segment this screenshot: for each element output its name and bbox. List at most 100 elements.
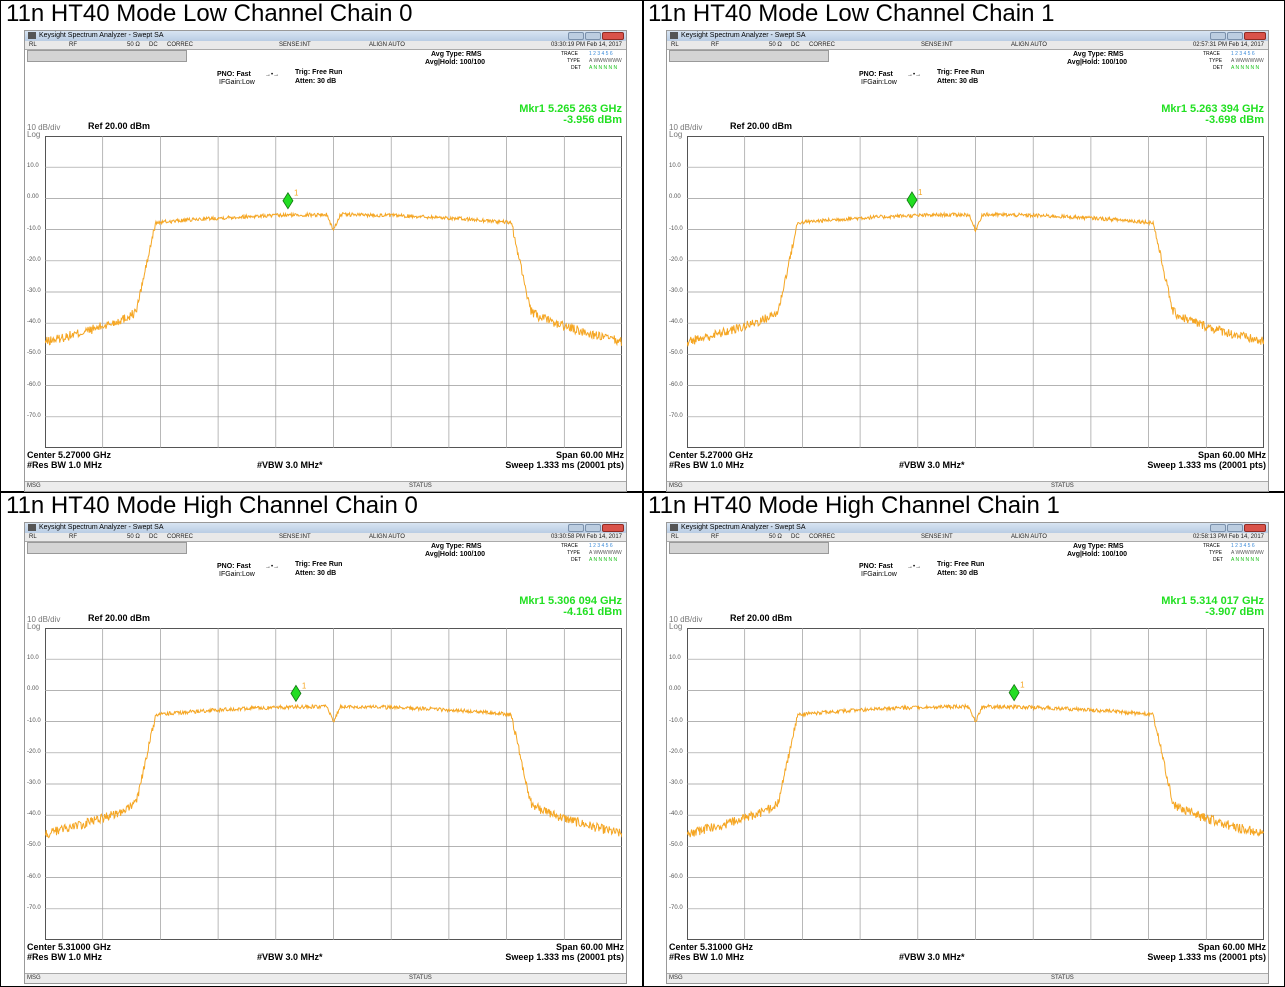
settings-status-row: RL RF 50 Ω DC CORREC SENSE:INT ALIGN AUTO 03:30…: [25, 533, 626, 542]
spectrum-trace: [687, 703, 1264, 838]
status-correc: CORREC: [167, 534, 194, 540]
marker-diamond-icon[interactable]: [1008, 683, 1020, 702]
status-label: STATUS: [1051, 975, 1074, 981]
y-tick-label: -40.0: [27, 811, 41, 818]
avg-hold: Avg|Hold: 100/100: [425, 59, 486, 66]
close-button[interactable]: [1244, 524, 1266, 532]
status-label: STATUS: [409, 483, 432, 489]
y-tick-label: -10.0: [27, 717, 41, 724]
maximize-button[interactable]: [1227, 32, 1243, 40]
y-tick-label: 0.00: [27, 194, 39, 201]
maximize-button[interactable]: [585, 32, 601, 40]
ifgain-setting: IFGain:Low: [861, 571, 897, 578]
message-field: [669, 542, 829, 554]
y-tick-label: -60.0: [27, 873, 41, 880]
status-correc: CORREC: [809, 534, 836, 540]
center-frequency: Center 5.31000 GHz: [669, 942, 754, 952]
app-icon: [670, 524, 678, 531]
y-tick-label: -30.0: [27, 288, 41, 294]
avg-hold: Avg|Hold: 100/100: [425, 551, 486, 558]
window-titlebar: Keysight Spectrum Analyzer - Swept SA: [25, 523, 626, 533]
minimize-button[interactable]: [1210, 524, 1226, 532]
maximize-button[interactable]: [1227, 524, 1243, 532]
video-bandwidth: #VBW 3.0 MHz*: [899, 952, 965, 962]
trigger-setting: Trig: Free Run: [295, 561, 343, 568]
sweep-time: Sweep 1.333 ms (20001 pts): [1147, 952, 1266, 962]
plot-svg: 1: [45, 628, 622, 940]
det-label: DET: [571, 65, 581, 71]
y-tick-label: -50.0: [669, 350, 683, 357]
det-label: DET: [1213, 557, 1223, 563]
y-tick-label: -10.0: [27, 225, 41, 232]
panel-title: 11n HT40 Mode High Channel Chain 1: [648, 492, 1060, 519]
panel-title: 11n HT40 Mode High Channel Chain 0: [6, 492, 418, 519]
attenuation-setting: Atten: 30 dB: [937, 78, 979, 85]
status-align: ALIGN AUTO: [369, 42, 405, 48]
window-titlebar: Keysight Spectrum Analyzer - Swept SA: [25, 31, 626, 41]
y-tick-label: -20.0: [27, 748, 41, 755]
center-frequency: Center 5.27000 GHz: [669, 450, 754, 460]
det-label: DET: [571, 557, 581, 563]
avg-type: Avg Type: RMS: [431, 51, 482, 58]
status-dc: DC: [149, 534, 158, 540]
avg-hold: Avg|Hold: 100/100: [1067, 59, 1128, 66]
trace-label: TRACE: [1203, 51, 1220, 57]
status-label: STATUS: [409, 975, 432, 981]
analyzer-panel: 11n HT40 Mode Low Channel Chain 1 Keysigh…: [642, 0, 1285, 493]
scale-per-div: 10 dB/div: [669, 123, 703, 132]
maximize-button[interactable]: [585, 524, 601, 532]
status-ohm: 50 Ω: [769, 534, 782, 540]
trigger-arrow-icon: →•→: [907, 564, 922, 570]
marker-frequency: Mkr1 5.263 394 GHz: [1161, 103, 1264, 115]
msg-label: MSG: [669, 975, 683, 981]
span: Span 60.00 MHz: [1197, 942, 1266, 952]
ifgain-setting: IFGain:Low: [861, 79, 897, 86]
close-button[interactable]: [602, 524, 624, 532]
marker-level: -3.956 dBm: [563, 114, 622, 126]
sweep-time: Sweep 1.333 ms (20001 pts): [505, 952, 624, 962]
log-scale-label: Log: [669, 130, 683, 139]
marker-diamond-icon[interactable]: [290, 684, 302, 703]
status-correc: CORREC: [167, 42, 194, 48]
spectrum-plot: 1 10.0 0.00 -10.0 -20.0 -30.0 -40.0 -50.0 -60.0 -…: [669, 628, 1264, 940]
close-button[interactable]: [602, 32, 624, 40]
app-icon: [28, 524, 36, 531]
timestamp: 03:30:58 PM Feb 14, 2017: [550, 534, 622, 540]
minimize-button[interactable]: [568, 32, 584, 40]
scale-per-div: 10 dB/div: [27, 123, 61, 132]
attenuation-setting: Atten: 30 dB: [295, 570, 337, 577]
status-rl: RL: [671, 534, 679, 540]
window-title: Keysight Spectrum Analyzer - Swept SA: [681, 32, 806, 39]
spectrum-analyzer-window: Keysight Spectrum Analyzer - Swept SA RL R…: [666, 30, 1269, 492]
message-field: [27, 50, 187, 62]
y-tick-label: 10.0: [27, 163, 39, 170]
avg-type: Avg Type: RMS: [1073, 51, 1124, 58]
marker-number: 1: [294, 189, 299, 198]
y-tick-label: -60.0: [669, 873, 683, 880]
trace-label: TRACE: [561, 51, 578, 57]
marker-frequency: Mkr1 5.265 263 GHz: [519, 103, 622, 115]
det-value: A N N N N N: [589, 65, 618, 71]
status-rf: RF: [711, 534, 719, 540]
type-value: A WWWWWW: [589, 550, 622, 556]
y-tick-label: -10.0: [669, 225, 683, 232]
window-title: Keysight Spectrum Analyzer - Swept SA: [681, 524, 806, 531]
marker-frequency: Mkr1 5.314 017 GHz: [1161, 595, 1264, 607]
y-tick-label: 10.0: [27, 655, 39, 662]
y-tick-label: -70.0: [669, 412, 683, 419]
marker-diamond-icon[interactable]: [282, 191, 294, 210]
det-value: A N N N N N: [589, 557, 618, 563]
minimize-button[interactable]: [568, 524, 584, 532]
minimize-button[interactable]: [1210, 32, 1226, 40]
msg-label: MSG: [669, 483, 683, 489]
type-label: TYPE: [1209, 550, 1223, 556]
pno-setting: PNO: Fast: [217, 71, 251, 78]
close-button[interactable]: [1244, 32, 1266, 40]
y-tick-label: -30.0: [669, 780, 683, 786]
marker-diamond-icon[interactable]: [906, 191, 918, 209]
spectrum-trace: [687, 211, 1264, 347]
sweep-time: Sweep 1.333 ms (20001 pts): [505, 460, 624, 470]
trace-label: TRACE: [1203, 543, 1220, 549]
trigger-setting: Trig: Free Run: [937, 69, 985, 76]
span: Span 60.00 MHz: [1197, 450, 1266, 460]
